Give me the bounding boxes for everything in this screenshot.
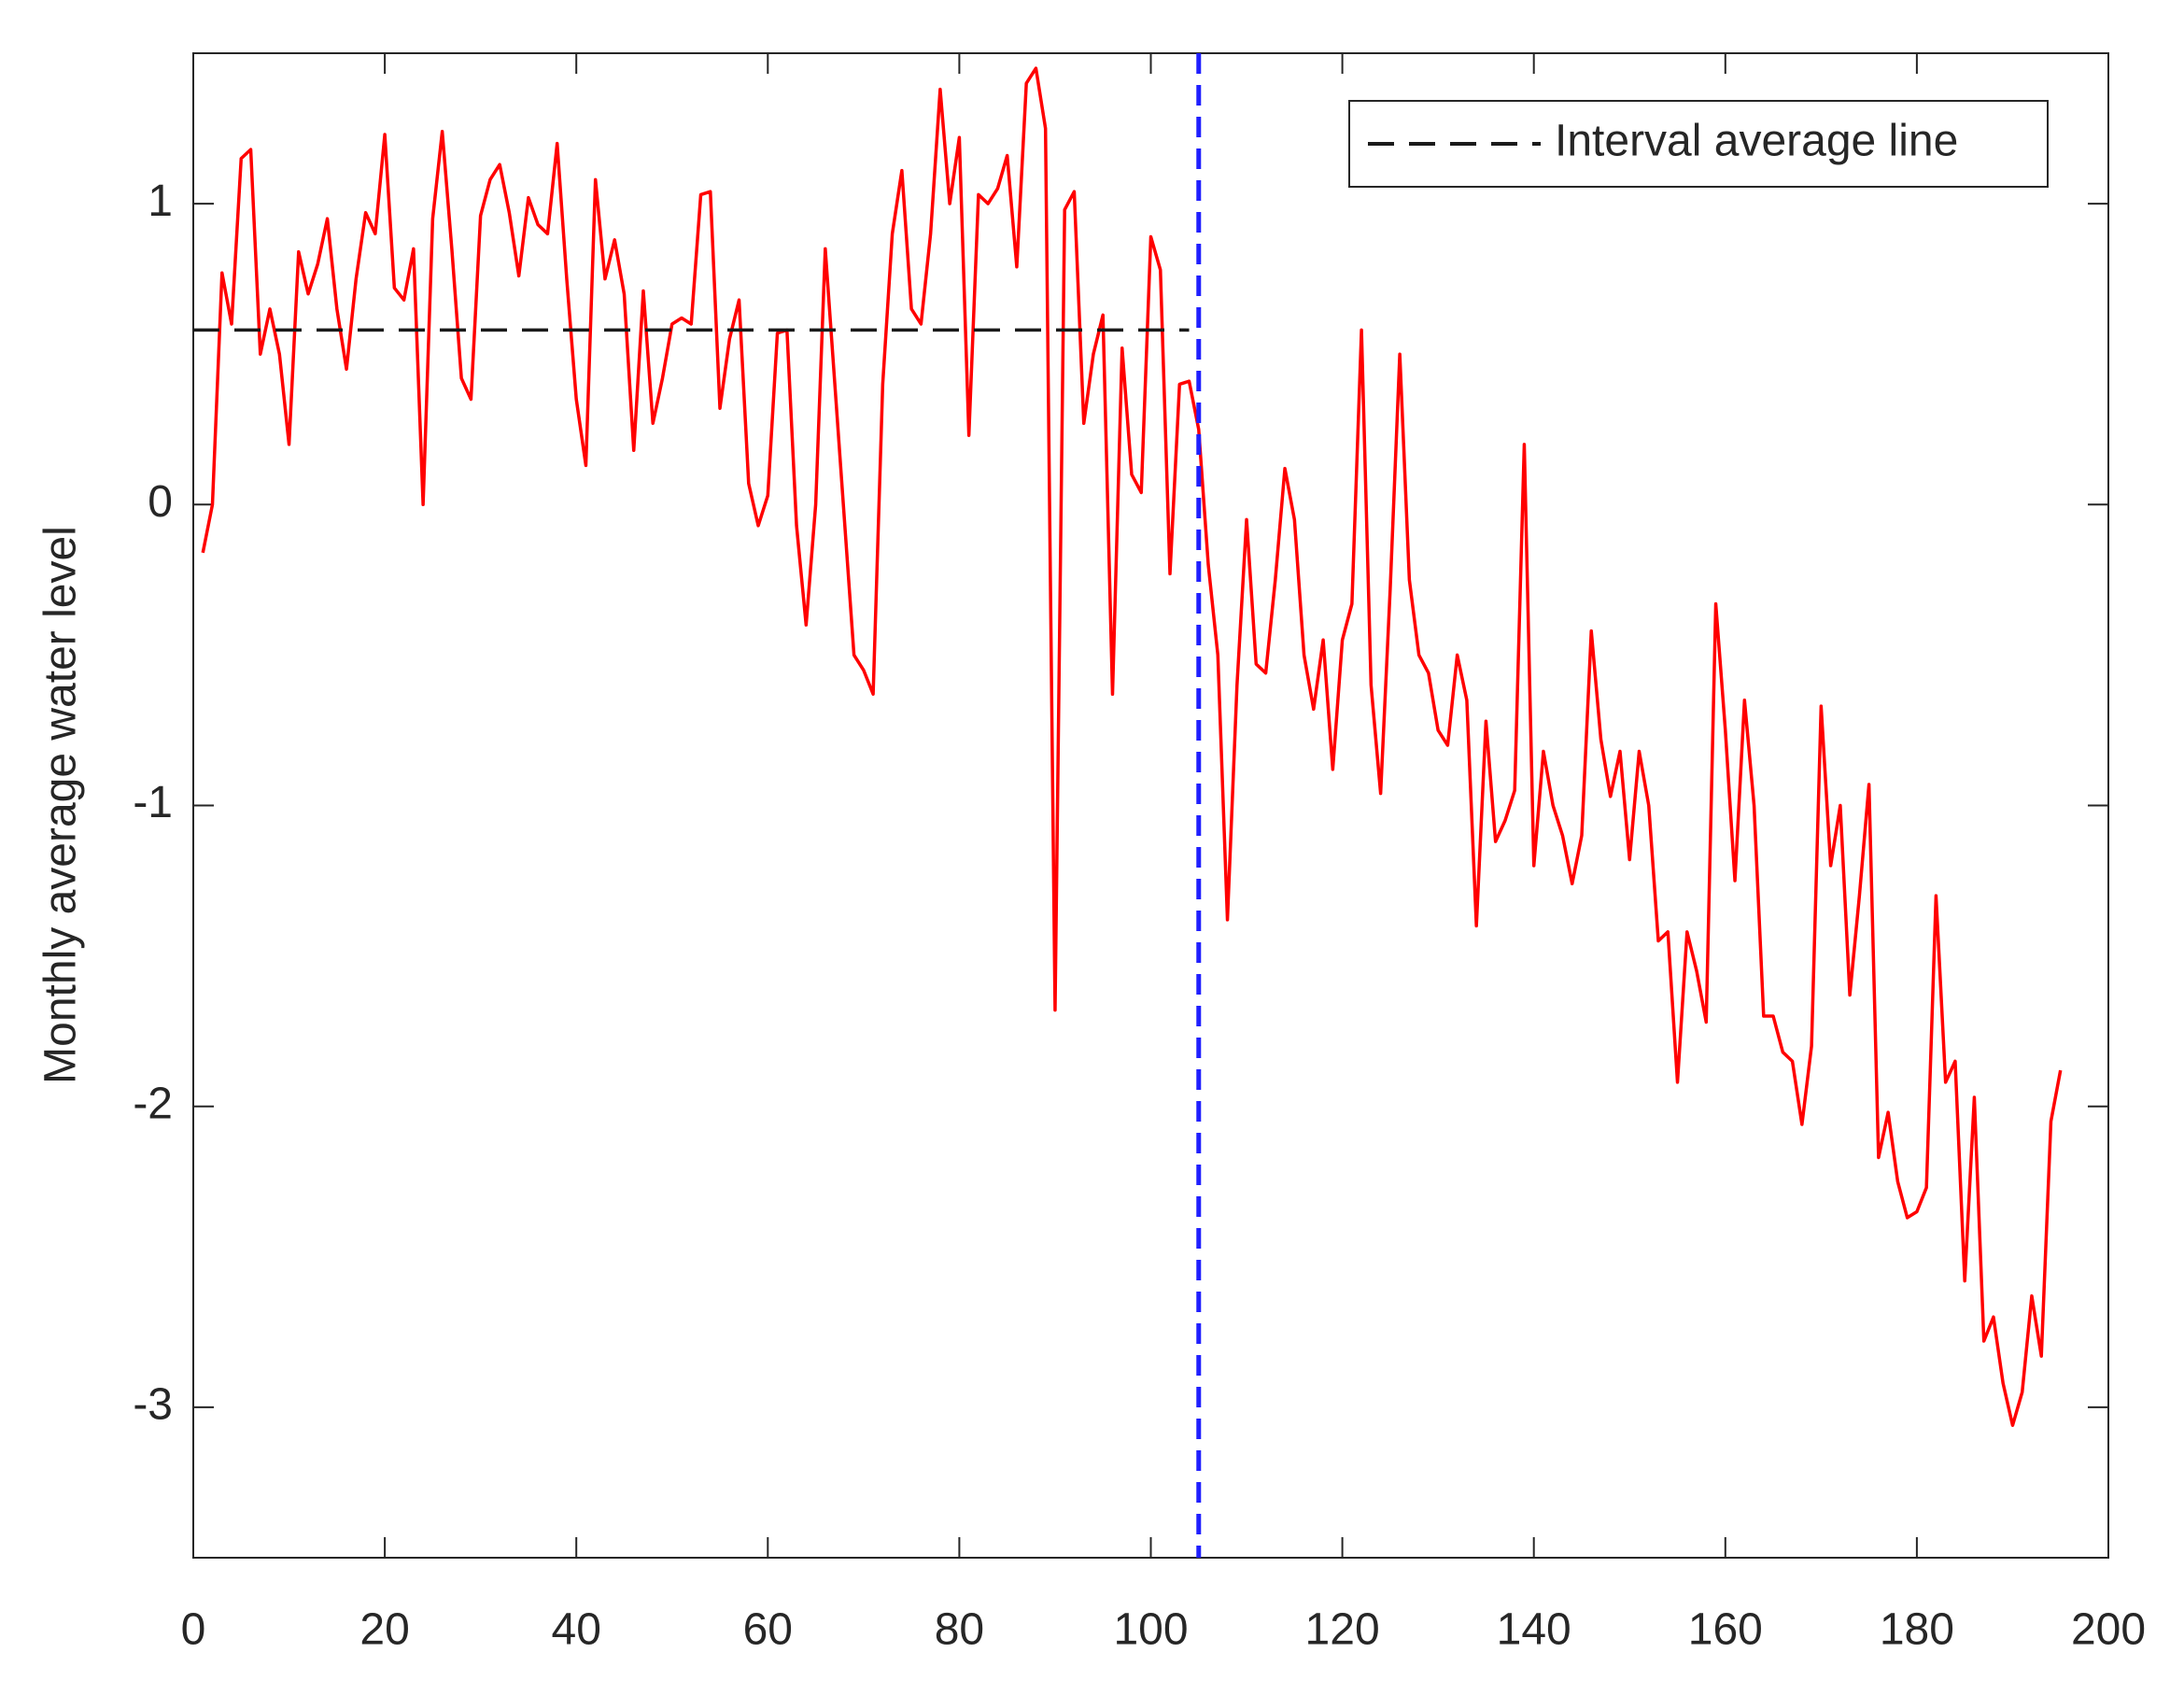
legend-label: Interval average line (1555, 117, 1958, 166)
x-tick-label: 120 (1305, 1605, 1380, 1655)
data-line (201, 66, 2063, 1427)
x-tick-label: 100 (1113, 1605, 1188, 1655)
x-tick-label: 160 (1688, 1605, 1763, 1655)
y-tick-label: -3 (133, 1380, 173, 1430)
y-axis-label: Monthly average water level (36, 526, 86, 1084)
y-tick-label: 0 (148, 477, 173, 527)
x-tick-label: 180 (1880, 1605, 1954, 1655)
x-tick-label: 60 (743, 1605, 793, 1655)
y-tick-label: -2 (133, 1079, 173, 1128)
y-tick-label: -1 (133, 778, 173, 827)
x-tick-label: 200 (2071, 1605, 2146, 1655)
x-tick-label: 80 (935, 1605, 984, 1655)
x-tick-label: 140 (1497, 1605, 1571, 1655)
x-tick-label: 20 (359, 1605, 409, 1655)
x-tick-label: 40 (552, 1605, 601, 1655)
x-tick-label: 0 (181, 1605, 206, 1655)
y-tick-label: 1 (148, 177, 173, 226)
